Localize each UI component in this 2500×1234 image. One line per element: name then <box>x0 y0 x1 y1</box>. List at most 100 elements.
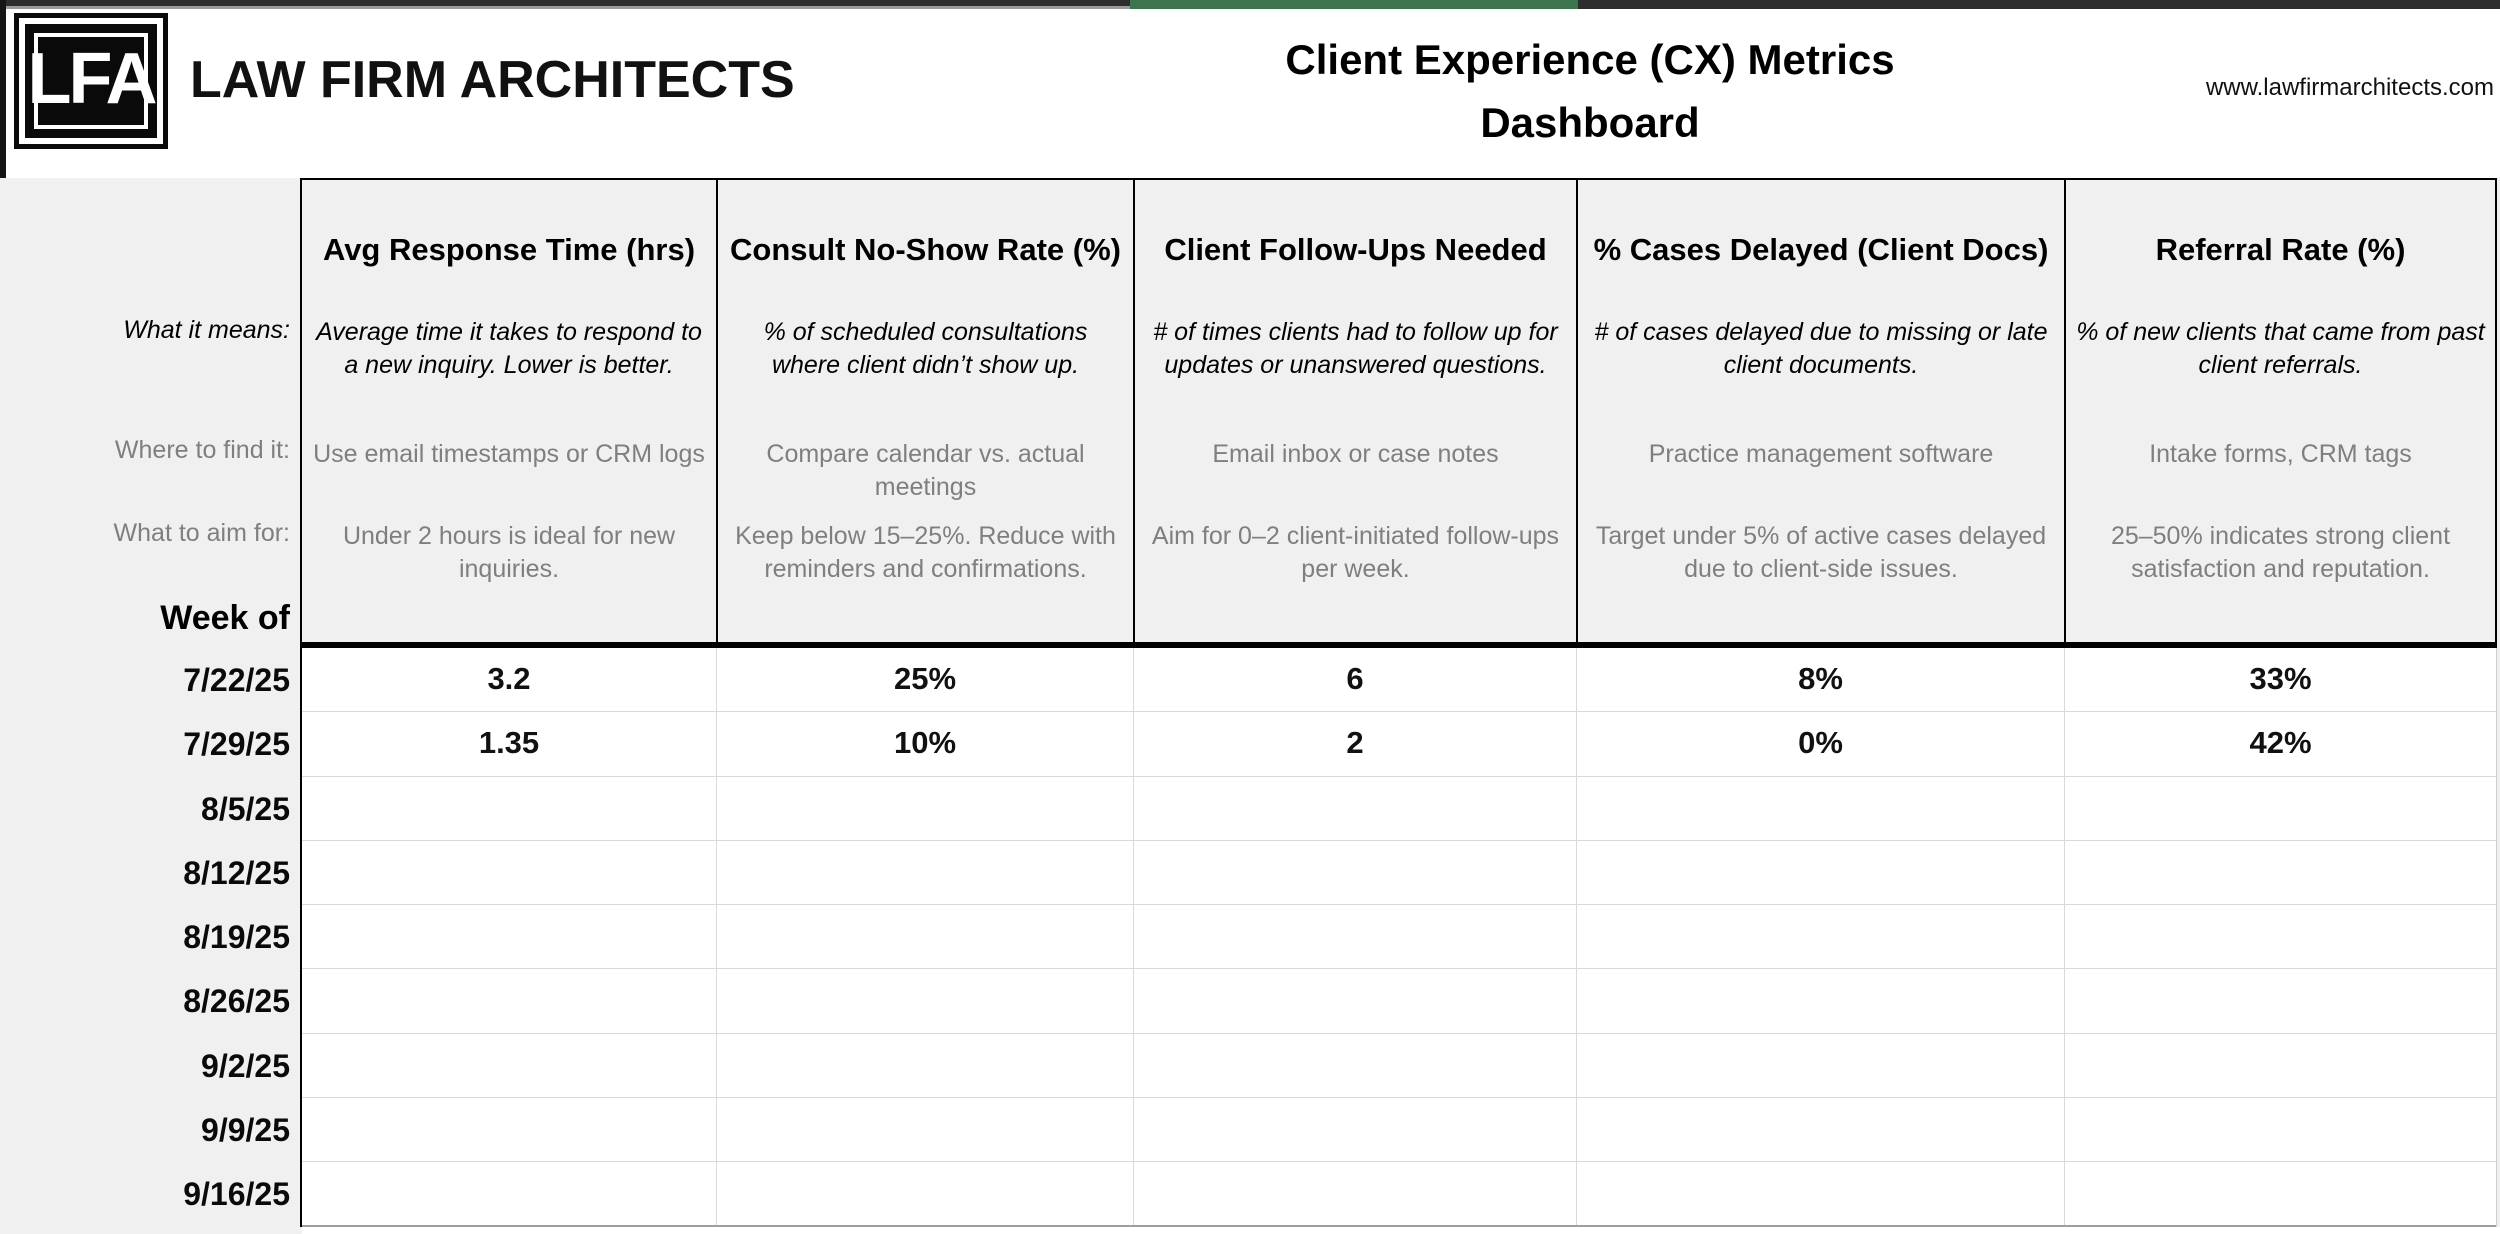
metric-column-referral-rate: Referral Rate (%) % of new clients that … <box>2066 180 2495 642</box>
data-cell[interactable]: 3.2 <box>302 648 717 712</box>
data-cell[interactable]: 25% <box>717 648 1134 712</box>
data-cell[interactable] <box>302 905 717 969</box>
data-row <box>302 969 2496 1034</box>
data-row <box>302 776 2496 841</box>
bottom-white-strip <box>302 1227 2500 1234</box>
data-cell[interactable] <box>302 840 717 905</box>
data-cell[interactable] <box>1577 1033 2065 1098</box>
metric-title: % Cases Delayed (Client Docs) <box>1593 232 2049 267</box>
data-cell[interactable] <box>1577 776 2065 840</box>
lfa-logo: LFA <box>14 13 168 149</box>
data-cell[interactable] <box>717 905 1134 969</box>
metric-where-to-find: Practice management software <box>1648 440 1994 468</box>
data-cell[interactable] <box>717 969 1134 1033</box>
metric-where-to-find: Email inbox or case notes <box>1212 440 1499 468</box>
data-cell[interactable] <box>2065 841 2496 904</box>
week-date: 9/2/25 <box>201 1047 290 1084</box>
data-cell[interactable] <box>302 969 717 1033</box>
data-cell[interactable]: 42% <box>2249 725 2312 761</box>
data-cell[interactable] <box>717 1098 1134 1162</box>
metric-meaning: % of scheduled consultations where clien… <box>763 318 1088 379</box>
data-cell[interactable] <box>2065 905 2496 968</box>
data-cell[interactable] <box>717 1162 1134 1225</box>
data-cell[interactable] <box>1134 1098 1577 1162</box>
metric-meaning: # of times clients had to follow up for … <box>1153 318 1558 379</box>
data-cell[interactable] <box>717 776 1134 840</box>
data-cell[interactable] <box>2065 1034 2496 1097</box>
data-grid: 3.2 25% 6 8% 33% 1.35 10% 2 0% 42% <box>300 648 2497 1227</box>
data-row <box>302 1098 2496 1163</box>
data-row <box>302 905 2496 970</box>
data-cell[interactable] <box>1134 840 1577 905</box>
metric-aim: Keep below 15–25%. Reduce with reminders… <box>735 522 1116 583</box>
week-date: 9/16/25 <box>183 1176 290 1213</box>
data-cell[interactable] <box>1577 905 2065 969</box>
data-cell[interactable]: 2 <box>1134 712 1577 776</box>
page-title-line2: Dashboard <box>1480 99 1700 146</box>
metric-title: Consult No-Show Rate (%) <box>730 232 1121 267</box>
data-cell[interactable] <box>302 776 717 840</box>
data-cell[interactable] <box>717 840 1134 905</box>
metric-title: Avg Response Time (hrs) <box>322 232 696 267</box>
data-cell[interactable] <box>1134 776 1577 840</box>
row-label-what-to-aim-for: What to aim for: <box>113 519 290 547</box>
week-date: 8/26/25 <box>183 983 290 1020</box>
data-cell[interactable] <box>1577 1098 2065 1162</box>
data-cell[interactable] <box>1134 1033 1577 1098</box>
data-cell[interactable] <box>1134 1162 1577 1225</box>
metric-aim: Target under 5% of active cases delayed … <box>1595 522 2047 583</box>
data-cell[interactable] <box>302 1162 717 1225</box>
data-cell[interactable] <box>2065 1162 2496 1224</box>
metric-aim: 25–50% indicates strong client satisfact… <box>2110 522 2451 583</box>
metric-title: Referral Rate (%) <box>2155 232 2406 267</box>
company-name: LAW FIRM ARCHITECTS <box>190 51 795 109</box>
data-cell[interactable] <box>717 1033 1134 1098</box>
data-cell[interactable] <box>2065 969 2496 1032</box>
data-cell[interactable]: 33% <box>2249 661 2312 696</box>
row-label-where-to-find-it: Where to find it: <box>114 436 290 464</box>
data-cell[interactable] <box>302 1098 717 1162</box>
data-row <box>302 1033 2496 1099</box>
metric-meaning: Average time it takes to respond to a ne… <box>316 318 702 379</box>
data-cell[interactable]: 10% <box>717 712 1134 776</box>
top-window-bar <box>0 0 2500 9</box>
week-date: 7/22/25 <box>183 662 290 698</box>
data-cell[interactable] <box>2065 777 2496 840</box>
metric-title: Client Follow-Ups Needed <box>1164 232 1547 267</box>
metric-meaning: # of cases delayed due to missing or lat… <box>1594 318 2048 379</box>
metric-where-to-find: Use email timestamps or CRM logs <box>313 440 705 468</box>
metric-column-follow-ups: Client Follow-Ups Needed # of times clie… <box>1135 180 1578 642</box>
metric-where-to-find: Intake forms, CRM tags <box>2149 440 2412 468</box>
metric-column-avg-response-time: Avg Response Time (hrs) Average time it … <box>302 180 718 642</box>
metric-column-cases-delayed: % Cases Delayed (Client Docs) # of cases… <box>1578 180 2066 642</box>
data-cell[interactable]: 0% <box>1577 712 2065 776</box>
row-label-what-it-means: What it means: <box>123 316 290 344</box>
week-date: 8/12/25 <box>183 854 290 891</box>
selection-indicator-bar <box>1130 0 1578 9</box>
week-date: 8/5/25 <box>201 790 290 827</box>
data-row <box>302 1162 2496 1227</box>
data-row: 3.2 25% 6 8% 33% <box>302 648 2496 713</box>
week-date: 9/9/25 <box>201 1112 290 1149</box>
page-title: Client Experience (CX) Metrics Dashboard <box>1100 28 2080 154</box>
data-cell[interactable] <box>1577 840 2065 905</box>
metric-column-no-show-rate: Consult No-Show Rate (%) % of scheduled … <box>718 180 1135 642</box>
week-date: 8/19/25 <box>183 919 290 956</box>
topbar-light-edge <box>0 6 1130 9</box>
data-row: 1.35 10% 2 0% 42% <box>302 712 2496 777</box>
metric-aim: Aim for 0–2 client-initiated follow-ups … <box>1151 522 1560 583</box>
data-cell[interactable]: 1.35 <box>302 712 717 776</box>
week-date-column: 7/22/25 7/29/25 8/5/25 8/12/25 8/19/25 8… <box>0 648 290 1227</box>
data-cell[interactable] <box>302 1033 717 1098</box>
data-cell[interactable]: 6 <box>1134 648 1577 712</box>
data-cell[interactable] <box>1577 969 2065 1033</box>
data-cell[interactable] <box>1134 905 1577 969</box>
data-cell[interactable]: 8% <box>1577 648 2065 712</box>
data-cell[interactable] <box>1134 969 1577 1033</box>
week-date: 7/29/25 <box>183 726 290 763</box>
data-row <box>302 840 2496 906</box>
metric-header-block: Avg Response Time (hrs) Average time it … <box>300 178 2497 648</box>
data-cell[interactable] <box>1577 1162 2065 1225</box>
data-cell[interactable] <box>2065 1098 2496 1161</box>
metric-where-to-find: Compare calendar vs. actual meetings <box>766 440 1085 501</box>
